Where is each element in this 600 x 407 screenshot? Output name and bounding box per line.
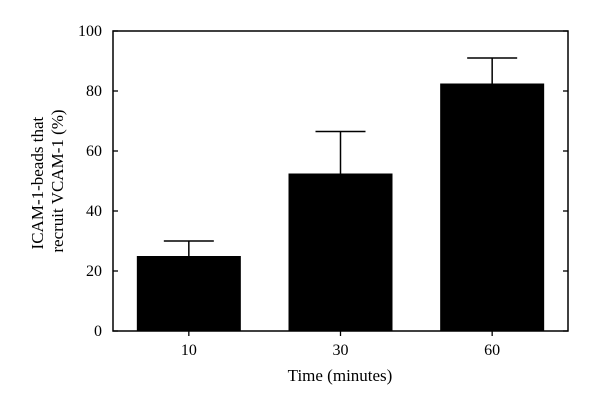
x-axis-title: Time (minutes) [288, 366, 393, 385]
bars-group [136, 83, 545, 331]
bar [440, 83, 545, 331]
y-axis-title-line-2: recruit VCAM-1 (%) [48, 109, 67, 252]
y-tick-label: 40 [86, 203, 102, 220]
y-tick-label: 80 [86, 83, 102, 100]
x-tick-label: 60 [484, 342, 500, 359]
y-tick-label: 20 [86, 263, 102, 280]
x-tick-label: 30 [333, 342, 349, 359]
y-axis: 0 20 40 60 80 100 [78, 23, 568, 340]
y-axis-title: ICAM-1-beads that recruit VCAM-1 (%) [28, 109, 67, 252]
y-tick-label: 100 [78, 23, 102, 40]
error-bars-group [163, 57, 518, 256]
x-axis: 10 30 60 [181, 331, 500, 359]
y-tick-label: 60 [86, 143, 102, 160]
bar [288, 173, 393, 331]
x-tick-label: 10 [181, 342, 197, 359]
y-axis-title-line-1: ICAM-1-beads that [28, 117, 47, 250]
y-tick-label: 0 [94, 323, 102, 340]
bar [136, 256, 241, 331]
